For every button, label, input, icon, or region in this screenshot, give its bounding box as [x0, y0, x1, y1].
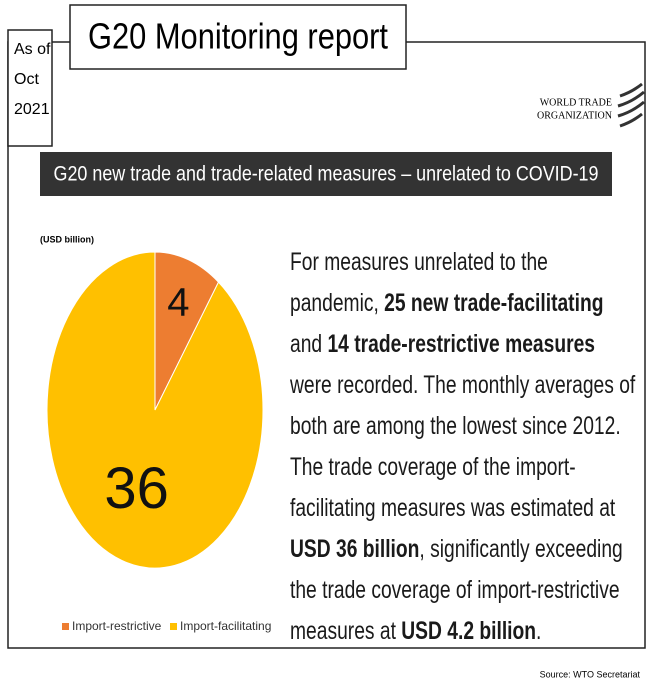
logo-text: ORGANIZATION	[537, 110, 612, 121]
legend-swatch	[170, 623, 177, 630]
paragraph-segment: For measures unrelated to the pandemic,	[290, 248, 548, 317]
logo-icon	[617, 82, 645, 128]
date-line: 2021	[14, 101, 50, 118]
paragraph: For measures unrelated to the pandemic, …	[290, 242, 638, 652]
legend-swatch	[62, 623, 69, 630]
paragraph-segment: 25 new trade-facilitating	[384, 289, 604, 317]
banner	[40, 152, 612, 196]
unit-label: (USD billion)	[40, 234, 94, 244]
title: G20 Monitoring report	[88, 16, 388, 57]
date-box	[7, 29, 53, 147]
paragraph-segment: and	[290, 330, 328, 358]
slice-label: 4	[167, 280, 189, 324]
banner-text: G20 new trade and trade-related measures…	[54, 163, 599, 186]
paragraph-segment: USD 36 billion	[290, 535, 420, 563]
pie-slice	[46, 251, 264, 569]
legend-label: Import-facilitating	[180, 619, 271, 633]
paragraph-segment: 14 trade-restrictive measures	[327, 330, 596, 358]
title-box	[69, 4, 407, 70]
paragraph-segment: , significantly exceeding the trade cove…	[290, 535, 623, 645]
slice-label: 36	[104, 456, 169, 521]
paragraph-segment: .	[536, 617, 542, 645]
paragraph-segment: USD 4.2 billion	[401, 617, 537, 645]
legend-label: Import-restrictive	[72, 619, 162, 633]
paragraph-segment: were recorded. The monthly averages of b…	[290, 371, 636, 522]
date-line: As of	[14, 41, 51, 58]
date-line: Oct	[14, 71, 39, 88]
pie-slice	[154, 251, 220, 411]
logo-text: WORLD TRADE	[540, 97, 612, 108]
